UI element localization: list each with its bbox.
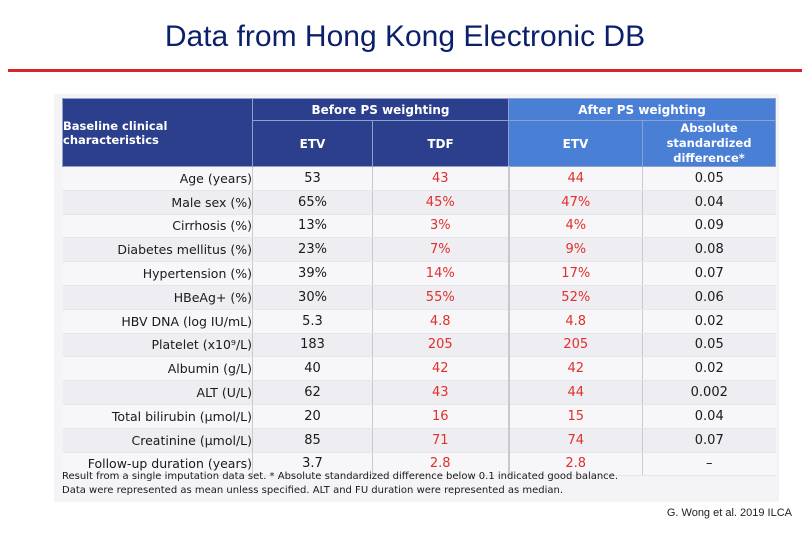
- table-row: Albumin (g/L) 40 42 42 0.02: [62, 356, 776, 382]
- row-label: HBeAg+ (%): [62, 285, 253, 310]
- asd-value: 0.06: [642, 285, 776, 310]
- etv-after-value: 4.8: [508, 309, 643, 334]
- tdf-value: 42: [372, 356, 510, 382]
- header-etv-before: ETV: [252, 120, 373, 167]
- tdf-value: 71: [372, 428, 510, 453]
- table-footnote: Result from a single imputation data set…: [62, 470, 775, 498]
- etv-before-value: 62: [252, 380, 373, 405]
- slide-title: Data from Hong Kong Electronic DB: [164, 20, 646, 53]
- etv-after-value: 9%: [508, 237, 643, 263]
- tdf-value: 43: [372, 166, 510, 191]
- row-label: Total bilirubin (μmol/L): [62, 404, 253, 429]
- etv-before-value: 23%: [252, 237, 373, 263]
- asd-value: 0.04: [642, 190, 776, 215]
- table-row: Total bilirubin (μmol/L) 20 16 15 0.04: [62, 404, 776, 429]
- row-label: Platelet (x10⁹/L): [62, 333, 253, 358]
- table-row: Creatinine (μmol/L) 85 71 74 0.07: [62, 428, 776, 453]
- etv-before-value: 30%: [252, 285, 373, 310]
- row-label: HBV DNA (log IU/mL): [62, 309, 253, 334]
- etv-before-value: 53: [252, 166, 373, 191]
- etv-after-value: 44: [508, 380, 643, 405]
- row-label: Hypertension (%): [62, 261, 253, 286]
- etv-before-value: 183: [252, 333, 373, 358]
- etv-after-value: 42: [508, 356, 643, 382]
- asd-value: 0.002: [642, 380, 776, 405]
- etv-before-value: 13%: [252, 214, 373, 239]
- baseline-characteristics-table: Baseline clinical characteristics Before…: [62, 98, 777, 477]
- tdf-value: 7%: [372, 237, 510, 263]
- tdf-value: 16: [372, 404, 510, 429]
- table-row: Male sex (%) 65% 45% 47% 0.04: [62, 190, 776, 215]
- tdf-value: 45%: [372, 190, 510, 215]
- header-before-ps-weighting: Before PS weighting: [252, 98, 509, 121]
- table-row: Follow-up duration (years) 3.7 2.8 2.8 –: [62, 452, 776, 477]
- tdf-value: 43: [372, 380, 510, 405]
- table-row: HBV DNA (log IU/mL) 5.3 4.8 4.8 0.02: [62, 309, 776, 334]
- row-label: Cirrhosis (%): [62, 214, 253, 239]
- table-row: Cirrhosis (%) 13% 3% 4% 0.09: [62, 214, 776, 239]
- etv-before-value: 39%: [252, 261, 373, 286]
- etv-before-value: 20: [252, 404, 373, 429]
- etv-after-value: 2.8: [508, 452, 643, 477]
- etv-before-value: 85: [252, 428, 373, 453]
- asd-value: –: [642, 452, 776, 477]
- row-label: Albumin (g/L): [62, 356, 253, 382]
- asd-value: 0.02: [642, 356, 776, 382]
- etv-before-value: 3.7: [252, 452, 373, 477]
- footnote-line-2: Data were represented as mean unless spe…: [62, 485, 564, 496]
- title-divider: [8, 69, 802, 72]
- table-row: Hypertension (%) 39% 14% 17% 0.07: [62, 261, 776, 286]
- row-label: Follow-up duration (years): [62, 452, 253, 477]
- baseline-table-panel: Baseline clinical characteristics Before…: [54, 94, 779, 502]
- etv-after-value: 17%: [508, 261, 643, 286]
- tdf-value: 205: [372, 333, 510, 358]
- header-characteristics: Baseline clinical characteristics: [62, 98, 253, 167]
- citation: G. Wong et al. 2019 ILCA: [666, 507, 792, 519]
- etv-before-value: 5.3: [252, 309, 373, 334]
- etv-before-value: 40: [252, 356, 373, 382]
- etv-after-value: 47%: [508, 190, 643, 215]
- asd-value: 0.07: [642, 428, 776, 453]
- footnote-line-1: Result from a single imputation data set…: [62, 471, 619, 482]
- asd-value: 0.05: [642, 333, 776, 358]
- etv-after-value: 44: [508, 166, 643, 191]
- etv-after-value: 74: [508, 428, 643, 453]
- header-etv-after: ETV: [508, 120, 643, 167]
- row-label: Age (years): [62, 166, 253, 191]
- etv-after-value: 205: [508, 333, 643, 358]
- table-row: HBeAg+ (%) 30% 55% 52% 0.06: [62, 285, 776, 310]
- asd-value: 0.04: [642, 404, 776, 429]
- row-label: Diabetes mellitus (%): [62, 237, 253, 263]
- etv-after-value: 52%: [508, 285, 643, 310]
- tdf-value: 2.8: [372, 452, 510, 477]
- tdf-value: 3%: [372, 214, 510, 239]
- row-label: Creatinine (μmol/L): [62, 428, 253, 453]
- tdf-value: 14%: [372, 261, 510, 286]
- table-row: Age (years) 53 43 44 0.05: [62, 166, 776, 191]
- tdf-value: 4.8: [372, 309, 510, 334]
- asd-value: 0.05: [642, 166, 776, 191]
- asd-value: 0.09: [642, 214, 776, 239]
- etv-after-value: 4%: [508, 214, 643, 239]
- asd-value: 0.08: [642, 237, 776, 263]
- etv-before-value: 65%: [252, 190, 373, 215]
- asd-value: 0.02: [642, 309, 776, 334]
- etv-after-value: 15: [508, 404, 643, 429]
- row-label: ALT (U/L): [62, 380, 253, 405]
- asd-value: 0.07: [642, 261, 776, 286]
- table-row: Platelet (x10⁹/L) 183 205 205 0.05: [62, 333, 776, 358]
- tdf-value: 55%: [372, 285, 510, 310]
- header-after-ps-weighting: After PS weighting: [507, 98, 777, 121]
- table-row: ALT (U/L) 62 43 44 0.002: [62, 380, 776, 405]
- header-absolute-standardized-difference: Absolute standardized difference*: [641, 120, 777, 167]
- header-tdf: TDF: [372, 120, 509, 167]
- table-row: Diabetes mellitus (%) 23% 7% 9% 0.08: [62, 237, 776, 263]
- row-label: Male sex (%): [62, 190, 253, 215]
